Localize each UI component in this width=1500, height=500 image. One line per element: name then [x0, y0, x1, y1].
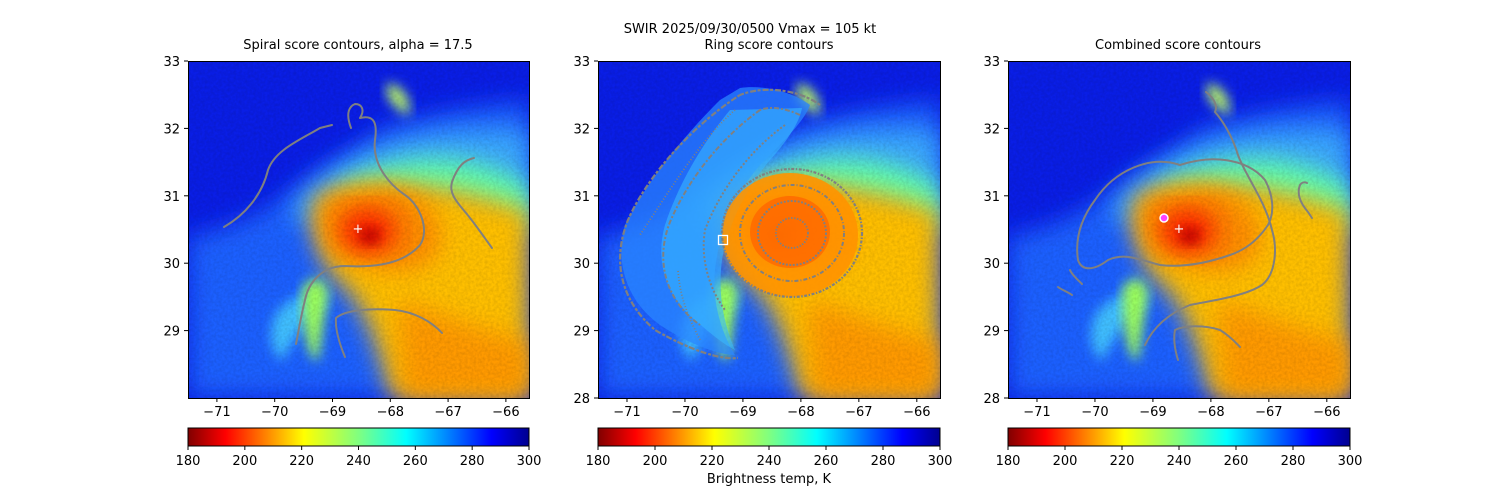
x-tick-label: −66 — [492, 405, 519, 420]
y-tick-label: 29 — [163, 325, 180, 340]
colorbar-tick-label: 260 — [814, 454, 839, 469]
y-tick-label: 31 — [163, 190, 180, 205]
colorbar-tick-label: 220 — [289, 454, 314, 469]
colorbar-ticks: 180 200 220 240 260 280 300 180 200 220 240 260 280 3… — [176, 446, 1363, 469]
x-tick-label: −67 — [434, 405, 461, 420]
colorbar-tick-label: 180 — [996, 454, 1021, 469]
colorbar-tick-label: 280 — [1281, 454, 1306, 469]
x-tick-label: −70 — [261, 405, 288, 420]
x-tick-label: −68 — [377, 405, 404, 420]
y-tick-label: 29 — [983, 325, 1000, 340]
ring-axis-ticks: −71 −70 −69 −68 −67 −66 28 29 30 31 32 33 — [573, 55, 930, 420]
combined-axis-ticks: −71 −70 −69 −68 −67 −66 28 29 30 31 32 33 — [983, 55, 1340, 420]
y-tick-label: 31 — [573, 190, 590, 205]
colorbar-tick-label: 300 — [517, 454, 542, 469]
x-tick-label: −67 — [845, 405, 872, 420]
ring-center-marker — [717, 234, 729, 246]
colorbar-tick-label: 260 — [1224, 454, 1249, 469]
spiral-panel-image: + — [188, 61, 530, 398]
ring-score-contours — [619, 87, 864, 360]
x-tick-label: −68 — [1197, 405, 1224, 420]
panel-title-ring: Ring score contours — [704, 38, 834, 53]
colorbar-tick-label: 220 — [700, 454, 725, 469]
colorbar-tick-label: 200 — [232, 454, 257, 469]
colorbar-label: Brightness temp, K — [706, 472, 832, 487]
y-tick-label: 32 — [163, 122, 180, 137]
x-tick-label: −68 — [787, 405, 814, 420]
spiral-axis-ticks: −71 −70 −69 −68 −67 −66 29 30 31 32 33 — [163, 55, 519, 420]
colorbar-tick-label: 260 — [403, 454, 428, 469]
x-tick-label: −70 — [1081, 405, 1108, 420]
spiral-axes-frame — [188, 61, 530, 399]
colorbar-tick-label: 200 — [643, 454, 668, 469]
y-tick-label: 33 — [163, 55, 180, 70]
combined-score-contours — [1057, 91, 1313, 361]
panel-title-combined: Combined score contours — [1095, 38, 1261, 53]
figure-suptitle: SWIR 2025/09/30/0500 Vmax = 105 kt — [623, 22, 877, 37]
ring-panel-image — [598, 61, 940, 398]
y-tick-label: 32 — [573, 122, 590, 137]
colorbar-tick-label: 280 — [460, 454, 485, 469]
colorbar-tick-label: 240 — [346, 454, 371, 469]
y-tick-label: 33 — [983, 55, 1000, 70]
x-tick-label: −66 — [1313, 405, 1340, 420]
x-tick-label: −71 — [1023, 405, 1050, 420]
y-tick-label: 29 — [573, 325, 590, 340]
x-tick-label: −71 — [203, 405, 230, 420]
x-tick-label: −69 — [729, 405, 756, 420]
y-tick-label: 33 — [573, 55, 590, 70]
spiral-center-marker: + — [353, 222, 364, 237]
colorbar-combined — [1007, 427, 1351, 447]
combined-axes-frame — [1008, 61, 1351, 399]
combined-center-marker: + — [1174, 222, 1185, 237]
y-tick-label: 32 — [983, 122, 1000, 137]
y-tick-label: 28 — [573, 392, 590, 407]
colorbar-tick-label: 300 — [928, 454, 953, 469]
colorbar-tick-label: 300 — [1338, 454, 1363, 469]
colorbar-spiral — [187, 427, 530, 447]
colorbar-tick-label: 180 — [176, 454, 201, 469]
colorbar-tick-label: 240 — [1167, 454, 1192, 469]
x-tick-label: −71 — [613, 405, 640, 420]
x-tick-label: −69 — [1139, 405, 1166, 420]
y-tick-label: 30 — [163, 257, 180, 272]
y-tick-label: 30 — [573, 257, 590, 272]
x-tick-label: −69 — [319, 405, 346, 420]
spiral-score-contours — [223, 103, 493, 358]
ring-axes-frame — [598, 61, 941, 399]
colorbar-tick-label: 220 — [1110, 454, 1135, 469]
y-tick-label: 31 — [983, 190, 1000, 205]
x-tick-label: −66 — [903, 405, 930, 420]
colorbar-tick-label: 200 — [1053, 454, 1078, 469]
colorbar-tick-label: 280 — [871, 454, 896, 469]
x-tick-label: −67 — [1255, 405, 1282, 420]
combined-best-center-marker — [1159, 213, 1169, 223]
panel-title-spiral: Spiral score contours, alpha = 17.5 — [243, 38, 473, 53]
combined-panel-image: + — [1008, 61, 1350, 398]
colorbar-tick-label: 240 — [757, 454, 782, 469]
colorbar-tick-label: 180 — [586, 454, 611, 469]
colorbar-ring — [597, 427, 941, 447]
y-tick-label: 28 — [983, 392, 1000, 407]
y-tick-label: 30 — [983, 257, 1000, 272]
x-tick-label: −70 — [671, 405, 698, 420]
